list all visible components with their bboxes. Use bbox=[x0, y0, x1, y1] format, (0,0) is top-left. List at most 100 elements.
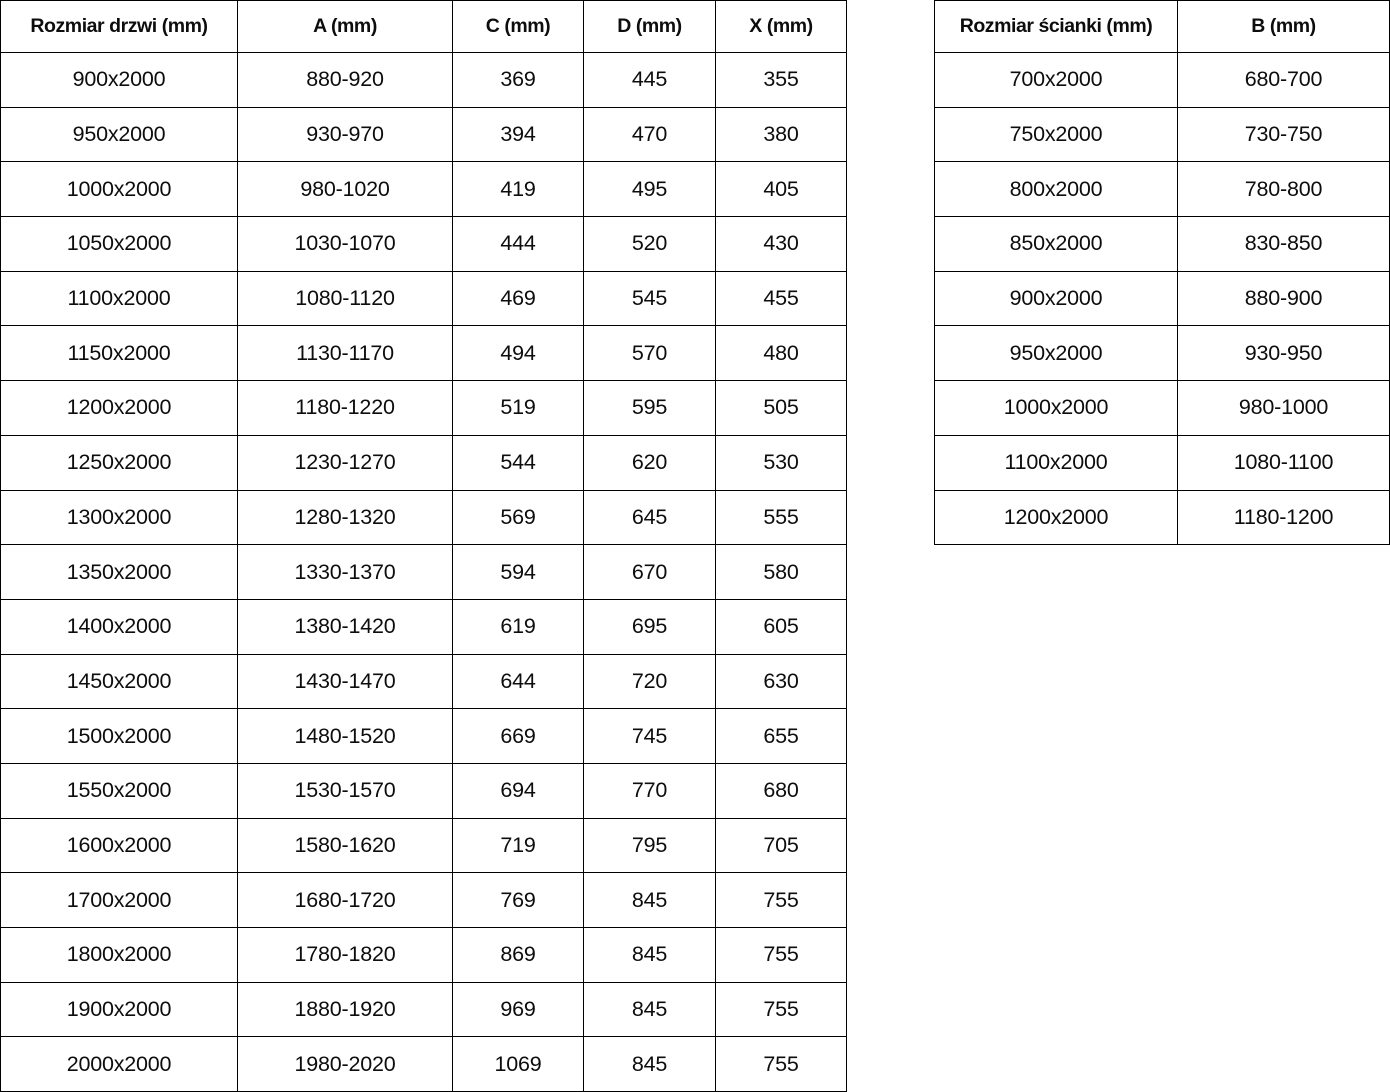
dimension-c-cell: 419 bbox=[452, 161, 584, 218]
door-size-cell: 1800x2000 bbox=[0, 927, 238, 983]
dimension-d-cell: 745 bbox=[583, 708, 716, 764]
dimension-a-cell: 1230-1270 bbox=[237, 434, 453, 491]
door-size-cell: 1600x2000 bbox=[0, 817, 238, 874]
door-size-cell: 1550x2000 bbox=[0, 762, 238, 819]
wall-size-cell: 700x2000 bbox=[934, 52, 1178, 108]
door-size-cell: 1900x2000 bbox=[0, 981, 238, 1038]
dimension-a-cell: 980-1020 bbox=[237, 161, 453, 218]
table-row: 1350x2000 1330-1370 594 670 580 bbox=[0, 544, 847, 600]
dimension-c-cell: 769 bbox=[452, 872, 584, 928]
table-row: 1200x2000 1180-1200 bbox=[934, 489, 1390, 546]
dimension-x-cell: 630 bbox=[715, 653, 847, 710]
table-row: 1050x2000 1030-1070 444 520 430 bbox=[0, 216, 847, 272]
table-row: 900x2000 880-920 369 445 355 bbox=[0, 52, 847, 108]
table-row: 1900x2000 1880-1920 969 845 755 bbox=[0, 981, 847, 1038]
table-row: 1000x2000 980-1020 419 495 405 bbox=[0, 161, 847, 218]
table-row: 1600x2000 1580-1620 719 795 705 bbox=[0, 817, 847, 874]
wall-table-header-row: Rozmiar ścianki (mm) B (mm) bbox=[934, 0, 1390, 53]
dimension-x-cell: 380 bbox=[715, 106, 847, 163]
dimension-b-cell: 830-850 bbox=[1177, 216, 1390, 272]
wall-size-cell: 900x2000 bbox=[934, 270, 1178, 327]
dimension-a-cell: 1680-1720 bbox=[237, 872, 453, 928]
dimension-d-cell: 670 bbox=[583, 544, 716, 600]
dimension-c-cell: 444 bbox=[452, 216, 584, 272]
dimension-b-cell: 1180-1200 bbox=[1177, 489, 1390, 546]
dimension-d-cell: 470 bbox=[583, 106, 716, 163]
dimension-c-cell: 869 bbox=[452, 927, 584, 983]
doors-table-header: Rozmiar drzwi (mm) A (mm) C (mm) D (mm) … bbox=[0, 0, 847, 53]
door-size-dimensions-table: Rozmiar drzwi (mm) A (mm) C (mm) D (mm) … bbox=[0, 0, 847, 1092]
wall-size-cell: 850x2000 bbox=[934, 216, 1178, 272]
wall-table-header: Rozmiar ścianki (mm) B (mm) bbox=[934, 0, 1390, 53]
door-size-cell: 950x2000 bbox=[0, 106, 238, 163]
dimension-c-cell: 1069 bbox=[452, 1036, 584, 1092]
dimension-a-cell: 880-920 bbox=[237, 52, 453, 108]
dimension-c-cell: 719 bbox=[452, 817, 584, 874]
dimension-c-cell: 594 bbox=[452, 544, 584, 600]
dimension-d-cell: 645 bbox=[583, 489, 716, 546]
doors-col-header-a: A (mm) bbox=[237, 0, 453, 53]
dimension-x-cell: 680 bbox=[715, 762, 847, 819]
table-row: 950x2000 930-970 394 470 380 bbox=[0, 106, 847, 163]
table-row: 950x2000 930-950 bbox=[934, 325, 1390, 382]
dimension-a-cell: 1580-1620 bbox=[237, 817, 453, 874]
dimension-a-cell: 1280-1320 bbox=[237, 489, 453, 546]
dimension-d-cell: 695 bbox=[583, 598, 716, 655]
dimension-c-cell: 969 bbox=[452, 981, 584, 1038]
wall-col-header-b: B (mm) bbox=[1177, 0, 1390, 53]
dimension-c-cell: 569 bbox=[452, 489, 584, 546]
wall-size-cell: 1000x2000 bbox=[934, 380, 1178, 436]
table-row: 1000x2000 980-1000 bbox=[934, 380, 1390, 436]
dimension-x-cell: 430 bbox=[715, 216, 847, 272]
table-row: 1500x2000 1480-1520 669 745 655 bbox=[0, 708, 847, 764]
wall-size-cell: 1100x2000 bbox=[934, 434, 1178, 491]
dimension-b-cell: 1080-1100 bbox=[1177, 434, 1390, 491]
door-size-cell: 1350x2000 bbox=[0, 544, 238, 600]
dimension-a-cell: 1980-2020 bbox=[237, 1036, 453, 1092]
dimension-d-cell: 620 bbox=[583, 434, 716, 491]
dimension-a-cell: 1130-1170 bbox=[237, 325, 453, 382]
table-row: 700x2000 680-700 bbox=[934, 52, 1390, 108]
dimension-a-cell: 1880-1920 bbox=[237, 981, 453, 1038]
dimension-d-cell: 845 bbox=[583, 927, 716, 983]
dimension-x-cell: 580 bbox=[715, 544, 847, 600]
dimension-d-cell: 495 bbox=[583, 161, 716, 218]
doors-table-body: 900x2000 880-920 369 445 355 950x2000 930-970 3… bbox=[0, 52, 847, 1092]
dimension-x-cell: 555 bbox=[715, 489, 847, 546]
dimension-a-cell: 1380-1420 bbox=[237, 598, 453, 655]
table-row: 1100x2000 1080-1120 469 545 455 bbox=[0, 270, 847, 327]
dimension-x-cell: 355 bbox=[715, 52, 847, 108]
table-row: 900x2000 880-900 bbox=[934, 270, 1390, 327]
dimension-x-cell: 755 bbox=[715, 872, 847, 928]
dimension-a-cell: 1080-1120 bbox=[237, 270, 453, 327]
dimension-d-cell: 770 bbox=[583, 762, 716, 819]
door-size-cell: 1400x2000 bbox=[0, 598, 238, 655]
door-size-cell: 1300x2000 bbox=[0, 489, 238, 546]
wall-panel-size-dimensions-table: Rozmiar ścianki (mm) B (mm) 700x2000 680-… bbox=[934, 0, 1390, 546]
doors-col-header-c: C (mm) bbox=[452, 0, 584, 53]
table-row: 1700x2000 1680-1720 769 845 755 bbox=[0, 872, 847, 928]
dimension-c-cell: 469 bbox=[452, 270, 584, 327]
table-row: 800x2000 780-800 bbox=[934, 161, 1390, 218]
dimension-a-cell: 1180-1220 bbox=[237, 380, 453, 436]
dimension-a-cell: 1480-1520 bbox=[237, 708, 453, 764]
dimension-x-cell: 755 bbox=[715, 981, 847, 1038]
door-size-cell: 1500x2000 bbox=[0, 708, 238, 764]
table-row: 1800x2000 1780-1820 869 845 755 bbox=[0, 927, 847, 983]
door-size-cell: 900x2000 bbox=[0, 52, 238, 108]
dimension-c-cell: 369 bbox=[452, 52, 584, 108]
table-row: 1200x2000 1180-1220 519 595 505 bbox=[0, 380, 847, 436]
doors-col-header-x: X (mm) bbox=[715, 0, 847, 53]
dimension-c-cell: 669 bbox=[452, 708, 584, 764]
dimension-b-cell: 780-800 bbox=[1177, 161, 1390, 218]
dimension-d-cell: 795 bbox=[583, 817, 716, 874]
dimension-x-cell: 655 bbox=[715, 708, 847, 764]
dimension-x-cell: 605 bbox=[715, 598, 847, 655]
dimension-x-cell: 455 bbox=[715, 270, 847, 327]
dimension-d-cell: 520 bbox=[583, 216, 716, 272]
table-row: 850x2000 830-850 bbox=[934, 216, 1390, 272]
dimension-c-cell: 519 bbox=[452, 380, 584, 436]
dimension-d-cell: 595 bbox=[583, 380, 716, 436]
wall-size-cell: 1200x2000 bbox=[934, 489, 1178, 546]
